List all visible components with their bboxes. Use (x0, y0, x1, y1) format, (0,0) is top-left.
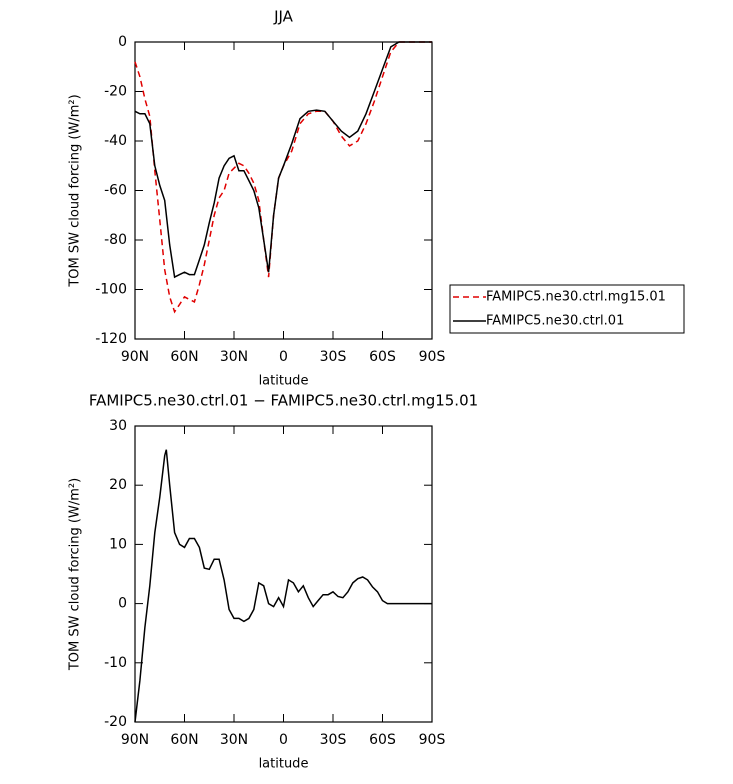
x-tick-label: 0 (279, 349, 288, 365)
x-axis-label: latitude (259, 374, 309, 389)
y-tick-label: 30 (109, 418, 127, 434)
chart-title: FAMIPC5.ne30.ctrl.01 − FAMIPC5.ne30.ctrl… (89, 392, 478, 410)
y-tick-label: -100 (95, 282, 127, 298)
x-tick-label: 60N (170, 349, 198, 365)
line-series (134, 449, 432, 723)
x-tick-label: 90N (121, 349, 149, 365)
y-tick-label: -10 (104, 655, 127, 671)
y-tick-label: -20 (104, 84, 127, 100)
y-tick-label: -120 (95, 331, 127, 347)
y-tick-label: -40 (104, 133, 127, 149)
y-tick-label: -80 (104, 232, 127, 248)
legend-label: FAMIPC5.ne30.ctrl.mg15.01 (486, 290, 666, 305)
legend-box (449, 284, 685, 334)
y-axis-label: TOM SW cloud forcing (W/m²) (68, 94, 83, 287)
x-tick-label: 0 (279, 732, 288, 748)
x-tick-label: 60S (369, 732, 396, 748)
chart-title: JJA (273, 8, 294, 26)
line-series (134, 41, 432, 314)
y-tick-label: 0 (118, 596, 127, 612)
y-tick-label: -20 (104, 714, 127, 730)
y-tick-label: 20 (109, 477, 127, 493)
x-tick-label: 90S (419, 349, 446, 365)
plot-frame (134, 425, 433, 723)
x-axis-label: latitude (259, 757, 309, 772)
x-tick-label: 30N (220, 349, 248, 365)
x-tick-label: 30S (320, 349, 347, 365)
y-axis-label: TOM SW cloud forcing (W/m²) (68, 478, 83, 671)
y-tick-label: 0 (118, 34, 127, 50)
legend-label: FAMIPC5.ne30.ctrl.01 (486, 314, 624, 329)
line-series (134, 41, 432, 279)
x-tick-label: 90N (121, 732, 149, 748)
y-tick-label: 10 (109, 536, 127, 552)
x-tick-label: 30S (320, 732, 347, 748)
x-tick-label: 60S (369, 349, 396, 365)
x-tick-label: 60N (170, 732, 198, 748)
x-tick-label: 30N (220, 732, 248, 748)
plot-frame (134, 41, 433, 340)
y-tick-label: -60 (104, 183, 127, 199)
x-tick-label: 90S (419, 732, 446, 748)
